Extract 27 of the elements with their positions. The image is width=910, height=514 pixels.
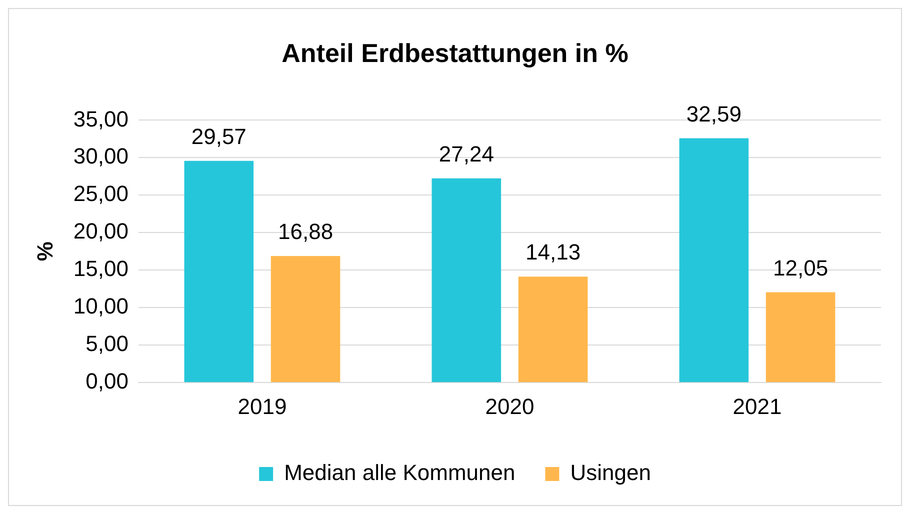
x-tick-label: 2020 bbox=[485, 394, 534, 419]
y-axis-title: % bbox=[32, 242, 58, 262]
chart-title: Anteil Erdbestattungen in % bbox=[282, 38, 628, 68]
y-tick-label: 10,00 bbox=[73, 294, 128, 319]
y-tick-label: 20,00 bbox=[73, 218, 128, 244]
y-tick-label: 25,00 bbox=[73, 181, 128, 206]
data-label: 27,24 bbox=[438, 141, 494, 166]
bar bbox=[679, 138, 749, 382]
y-tick-label: 35,00 bbox=[73, 106, 128, 132]
data-label: 16,88 bbox=[278, 219, 334, 244]
data-label: 14,13 bbox=[526, 240, 581, 265]
legend-label: Usingen bbox=[570, 460, 651, 486]
x-tick-label: 2021 bbox=[732, 394, 782, 419]
x-tick-label: 2019 bbox=[238, 394, 287, 419]
y-tick-label: 5,00 bbox=[86, 331, 128, 356]
legend-label: Median alle Kommunen bbox=[284, 460, 516, 486]
y-tick-label: 0,00 bbox=[86, 368, 128, 394]
data-label: 32,59 bbox=[686, 101, 742, 126]
bar bbox=[518, 276, 588, 382]
data-label: 29,57 bbox=[191, 124, 246, 149]
y-tick-label: 15,00 bbox=[73, 256, 128, 282]
data-label: 12,05 bbox=[773, 255, 828, 280]
bar bbox=[270, 256, 340, 382]
y-tick-label: 30,00 bbox=[73, 144, 128, 169]
bar bbox=[766, 292, 836, 382]
bar bbox=[432, 178, 502, 382]
bar bbox=[184, 160, 254, 382]
